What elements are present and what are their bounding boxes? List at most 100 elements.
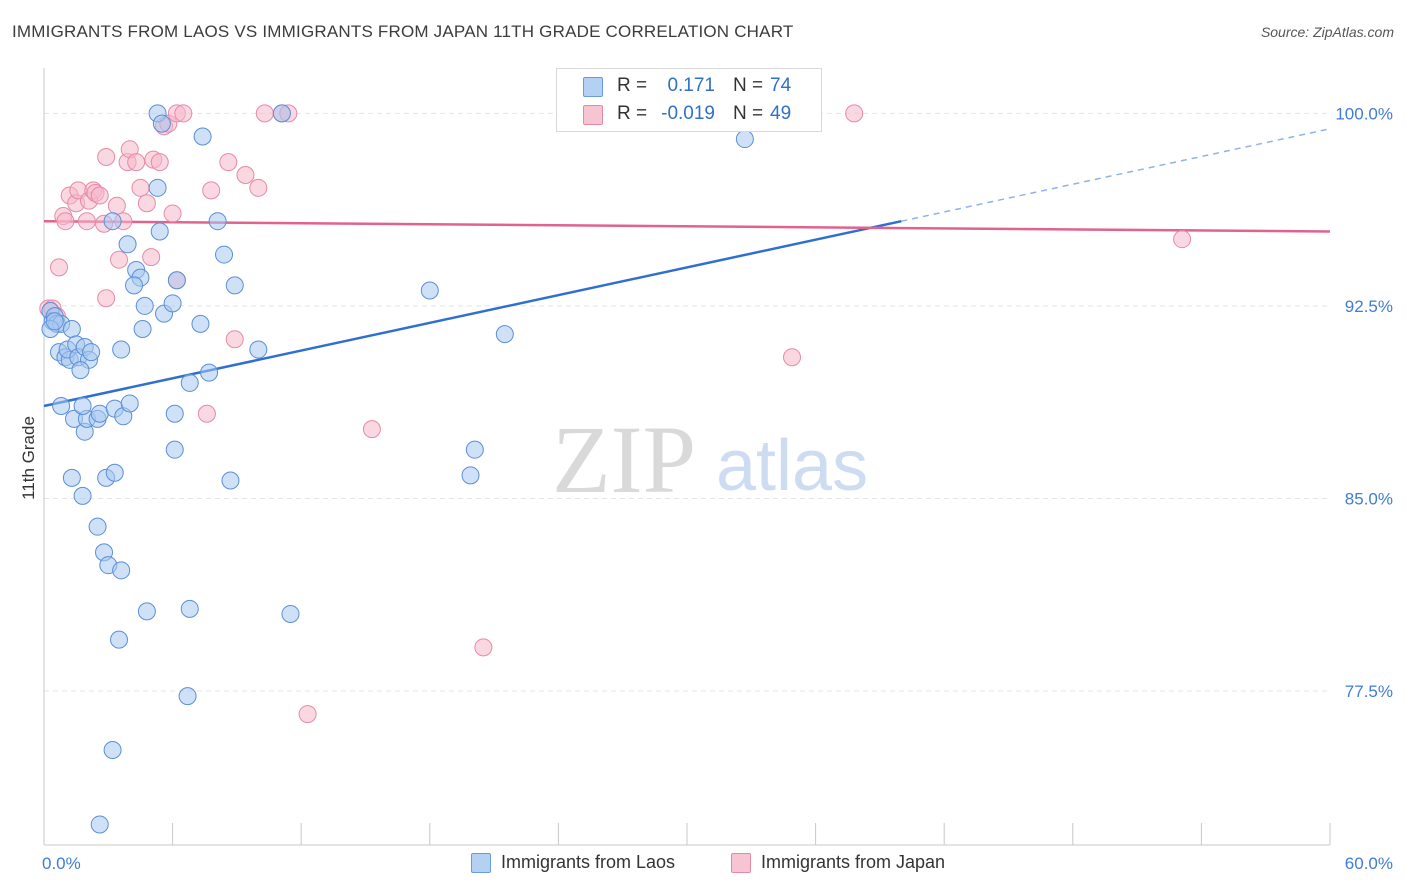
laos-point bbox=[133, 320, 152, 339]
laos-point bbox=[112, 561, 131, 580]
laos-r-label: R = bbox=[617, 75, 648, 96]
x-tick-label: 0.0% bbox=[42, 854, 81, 873]
japan-r-label: R = bbox=[617, 103, 648, 124]
laos-point bbox=[191, 314, 210, 333]
laos-point bbox=[118, 235, 137, 254]
japan-point bbox=[107, 196, 126, 215]
japan-point bbox=[197, 404, 216, 423]
legend-row-laos: R = 0.171 N = 74 bbox=[557, 73, 821, 99]
japan-point bbox=[163, 204, 182, 223]
laos-point bbox=[281, 604, 300, 623]
y-tick-label: 92.5% bbox=[1345, 297, 1393, 316]
laos-point bbox=[200, 363, 219, 382]
laos-legend-swatch-icon bbox=[471, 853, 491, 873]
y-tick-label: 100.0% bbox=[1335, 104, 1393, 123]
laos-point bbox=[165, 440, 184, 459]
japan-point bbox=[137, 194, 156, 213]
japan-point bbox=[249, 178, 268, 197]
laos-point bbox=[88, 517, 107, 536]
laos-point bbox=[152, 114, 171, 133]
trend-lines bbox=[43, 128, 1331, 408]
laos-point bbox=[71, 361, 90, 380]
japan-point bbox=[236, 165, 255, 184]
japan-point bbox=[474, 638, 493, 657]
japan-point bbox=[127, 153, 146, 172]
laos-n-label: N = bbox=[733, 75, 764, 96]
laos-point bbox=[90, 404, 109, 423]
laos-trend-extension bbox=[901, 128, 1331, 222]
japan-point bbox=[97, 289, 116, 308]
laos-point bbox=[137, 602, 156, 621]
laos-point bbox=[150, 222, 169, 241]
laos-point bbox=[103, 741, 122, 760]
japan-point bbox=[131, 178, 150, 197]
japan-point bbox=[298, 705, 317, 724]
laos-point bbox=[193, 127, 212, 146]
laos-point bbox=[73, 486, 92, 505]
japan-swatch-icon bbox=[583, 105, 603, 125]
japan-point bbox=[783, 348, 802, 367]
grid-lines bbox=[44, 112, 1330, 692]
japan-point bbox=[110, 250, 129, 269]
tick-labels: 77.5% 85.0% 92.5% 100.0% 0.0% 60.0% bbox=[42, 104, 1393, 873]
japan-point bbox=[202, 181, 221, 200]
laos-point bbox=[180, 373, 199, 392]
y-tick-label: 85.0% bbox=[1345, 489, 1393, 508]
laos-point bbox=[167, 271, 186, 290]
laos-point bbox=[120, 394, 139, 413]
laos-point bbox=[45, 312, 64, 331]
japan-point bbox=[219, 153, 238, 172]
japan-point bbox=[56, 212, 75, 231]
laos-point bbox=[163, 294, 182, 313]
japan-r-value: -0.019 bbox=[661, 103, 715, 124]
legend-label-japan: Immigrants from Japan bbox=[761, 852, 946, 872]
laos-point bbox=[495, 325, 514, 344]
laos-point bbox=[73, 397, 92, 416]
japan-point bbox=[50, 258, 69, 277]
laos-point bbox=[165, 404, 184, 423]
laos-point bbox=[465, 440, 484, 459]
japan-point bbox=[77, 212, 96, 231]
japan-point bbox=[142, 248, 161, 267]
japan-trend-line bbox=[43, 219, 1331, 233]
laos-point bbox=[249, 340, 268, 359]
data-points bbox=[39, 104, 1192, 834]
laos-point bbox=[148, 178, 167, 197]
laos-point bbox=[90, 815, 109, 834]
laos-point bbox=[82, 343, 101, 362]
laos-point bbox=[112, 340, 131, 359]
laos-point bbox=[208, 212, 227, 231]
axes bbox=[43, 68, 1331, 846]
laos-point bbox=[105, 463, 124, 482]
laos-point bbox=[178, 687, 197, 706]
y-axis-label: 11th Grade bbox=[19, 416, 38, 500]
japan-point bbox=[225, 330, 244, 349]
laos-point bbox=[461, 466, 480, 485]
x-tick-label: 60.0% bbox=[1345, 854, 1393, 873]
japan-point bbox=[174, 104, 193, 123]
source-credit: Source: ZipAtlas.com bbox=[1260, 24, 1394, 40]
stats-legend: R = 0.171 N = 74 R = -0.019 N = 49 bbox=[556, 68, 822, 132]
watermark-zip: ZIP bbox=[552, 406, 696, 513]
chart-title: IMMIGRANTS FROM LAOS VS IMMIGRANTS FROM … bbox=[12, 22, 794, 41]
laos-point bbox=[215, 245, 234, 264]
laos-swatch-icon bbox=[583, 77, 603, 97]
japan-point bbox=[1173, 230, 1192, 249]
laos-point bbox=[272, 104, 291, 123]
y-tick-label: 77.5% bbox=[1345, 682, 1393, 701]
laos-point bbox=[135, 296, 154, 315]
laos-point bbox=[110, 630, 129, 649]
laos-point bbox=[225, 276, 244, 295]
japan-n-label: N = bbox=[733, 103, 764, 124]
laos-point bbox=[103, 212, 122, 231]
legend-label-laos: Immigrants from Laos bbox=[501, 852, 676, 872]
japan-point bbox=[90, 186, 109, 205]
laos-point bbox=[221, 471, 240, 490]
laos-point bbox=[180, 599, 199, 618]
watermark-atlas: atlas bbox=[716, 426, 868, 506]
laos-point bbox=[420, 281, 439, 300]
japan-point bbox=[845, 104, 864, 123]
japan-point bbox=[255, 104, 274, 123]
japan-point bbox=[97, 148, 116, 167]
